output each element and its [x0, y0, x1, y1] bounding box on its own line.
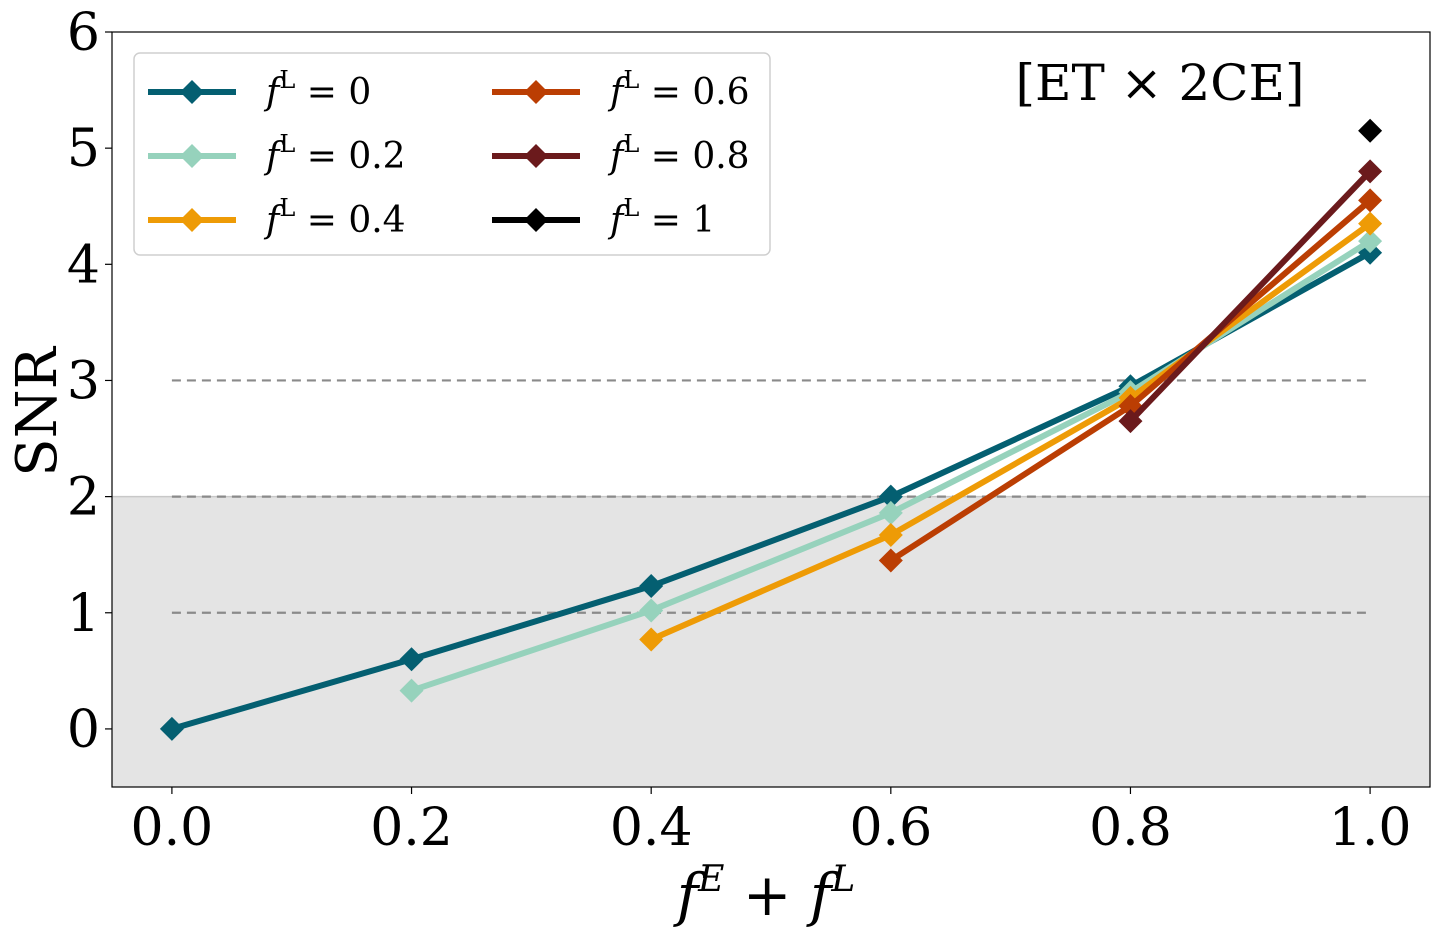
legend-label: fL = 0 — [263, 66, 371, 113]
data-point — [878, 522, 903, 547]
data-point — [1358, 211, 1383, 236]
x-axis-label-op: + — [724, 861, 809, 929]
legend-swatch-marker — [180, 208, 204, 232]
series-line — [1128, 169, 1373, 424]
legend-label: fL = 0.8 — [607, 130, 750, 177]
legend-label: fL = 0.6 — [607, 66, 750, 113]
x-tick-label: 0.2 — [370, 798, 453, 858]
data-point — [878, 484, 903, 509]
legend-label: fL = 0.4 — [263, 194, 406, 241]
data-point — [399, 647, 424, 672]
series-layer — [159, 118, 1383, 741]
y-tick-label: 2 — [67, 468, 100, 528]
legend-swatch-marker — [524, 208, 548, 232]
data-point — [878, 548, 903, 573]
legend-item: fL = 0.2 — [148, 130, 406, 177]
legend-label: fL = 0.2 — [263, 130, 406, 177]
legend-item: fL = 0.6 — [492, 66, 750, 113]
data-point — [159, 716, 184, 741]
data-point — [639, 574, 664, 599]
plot-frame — [111, 31, 1431, 788]
y-tick-label: 5 — [67, 119, 100, 179]
legend-item: fL = 0 — [148, 66, 371, 113]
y-tick-label: 1 — [67, 584, 100, 644]
x-axis-label-sup2: L — [830, 859, 855, 900]
data-point — [639, 598, 664, 623]
y-tick-label: 6 — [67, 3, 100, 63]
legend-swatch-marker — [180, 80, 204, 104]
chart-annotation: [ET × 2CE] — [1015, 54, 1304, 112]
data-point — [1118, 409, 1143, 434]
y-tick-label: 0 — [67, 700, 100, 760]
legend-item: fL = 0.8 — [492, 130, 750, 177]
x-axis-label-sup1: E — [697, 859, 724, 900]
legend-swatch-marker — [524, 80, 548, 104]
x-axis-ticks: 0.0 0.2 0.4 0.6 0.8 1.0 — [131, 787, 1412, 858]
data-point — [639, 627, 664, 652]
data-point — [1358, 229, 1383, 254]
legend-swatch-marker — [524, 144, 548, 168]
x-tick-label: 0.6 — [849, 798, 932, 858]
x-tick-label: 0.0 — [131, 798, 214, 858]
plot-shaded-region — [112, 496, 1430, 787]
legend-item: fL = 1 — [492, 194, 715, 241]
series-0.8 — [1118, 159, 1383, 434]
x-axis-label: fE + fL — [673, 859, 856, 929]
legend-box — [133, 52, 771, 256]
legend-swatch-marker — [180, 144, 204, 168]
legend-item: fL = 0.4 — [148, 194, 406, 241]
y-tick-label: 3 — [67, 351, 100, 411]
y-axis-ticks: 0 1 2 3 4 5 6 — [67, 3, 112, 760]
x-tick-label: 0.4 — [610, 798, 693, 858]
y-axis-label: SNR — [5, 345, 70, 476]
series-line — [649, 221, 1372, 643]
legend-label: fL = 1 — [607, 194, 715, 241]
x-tick-label: 1.0 — [1329, 798, 1412, 858]
series-1 — [1358, 118, 1383, 143]
data-point — [1358, 118, 1383, 143]
data-point — [1358, 188, 1383, 213]
data-point — [878, 500, 903, 525]
x-tick-label: 0.8 — [1089, 798, 1172, 858]
legend: fL = 0 fL = 0.2 fL = 0.4 fL = 0.6 fL = 0.8 fL… — [133, 52, 771, 256]
y-tick-label: 4 — [67, 235, 100, 295]
data-point — [1358, 159, 1383, 184]
data-point — [399, 678, 424, 703]
legend-items: fL = 0 fL = 0.2 fL = 0.4 fL = 0.6 fL = 0.8 fL… — [148, 66, 750, 241]
